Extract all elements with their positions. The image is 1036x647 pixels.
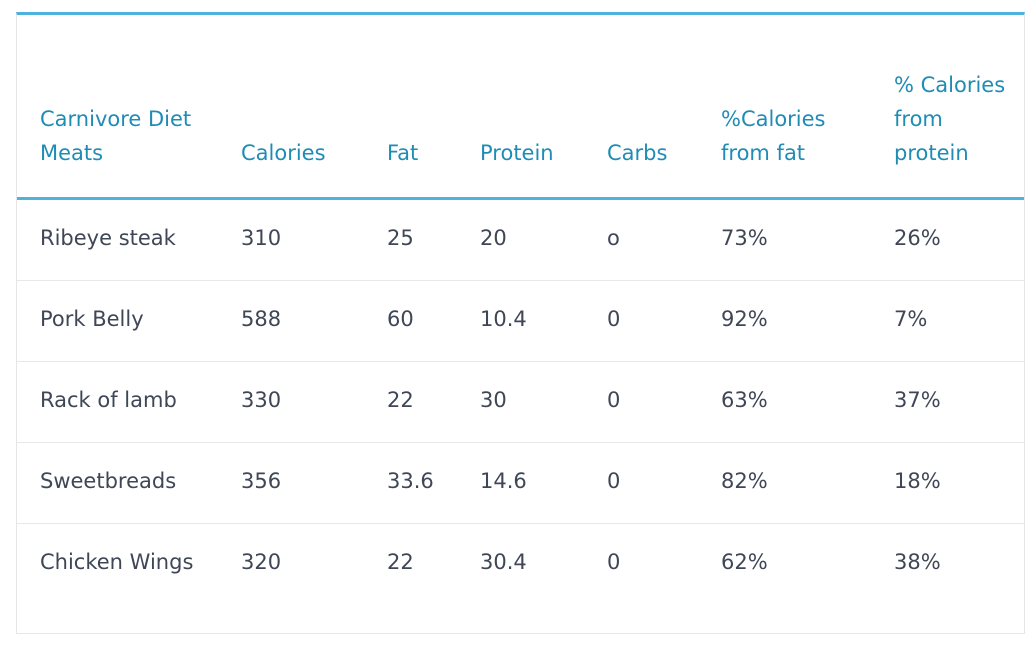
cell-pct-protein: 37% [894,387,941,412]
cell-meat: Sweetbreads [40,468,177,493]
cell-carbs: 0 [607,306,621,331]
header-meat: Carnivore Diet Meats [40,106,192,165]
table-row: Rack of lamb 330 22 30 0 63% 37% [17,361,1024,442]
cell-pct-protein: 7% [894,306,928,331]
cell-pct-protein: 26% [894,225,941,250]
header-protein: Protein [480,140,554,165]
cell-fat: 22 [387,387,414,412]
cell-pct-fat: 63% [721,387,768,412]
carnivore-meats-table: Carnivore Diet Meats Calories Fat Protei… [17,15,1024,637]
cell-protein: 14.6 [480,468,527,493]
table-body: Ribeye steak 310 25 20 o 73% 26% Pork Be… [17,198,1024,637]
header-pct-protein: % Calories from protein [894,72,1006,165]
cell-pct-protein: 18% [894,468,941,493]
cell-fat: 25 [387,225,414,250]
table-row: Sweetbreads 356 33.6 14.6 0 82% 18% [17,442,1024,523]
header-row: Carnivore Diet Meats Calories Fat Protei… [17,15,1024,198]
cell-pct-protein: 38% [894,549,941,574]
cell-calories: 356 [241,468,282,493]
cell-meat: Chicken Wings [40,549,194,574]
header-pct-fat: %Calories from fat [721,106,826,165]
cell-protein: 30.4 [480,549,527,574]
table-header: Carnivore Diet Meats Calories Fat Protei… [17,15,1024,198]
cell-fat: 33.6 [387,468,434,493]
cell-pct-fat: 62% [721,549,768,574]
cell-calories: 310 [241,225,282,250]
table-row: Ribeye steak 310 25 20 o 73% 26% [17,198,1024,280]
table-row: Pork Belly 588 60 10.4 0 92% 7% [17,280,1024,361]
cell-carbs: 0 [607,468,621,493]
cell-calories: 320 [241,549,282,574]
cell-pct-fat: 73% [721,225,768,250]
cell-pct-fat: 92% [721,306,768,331]
cell-pct-fat: 82% [721,468,768,493]
cell-protein: 10.4 [480,306,527,331]
cell-protein: 30 [480,387,507,412]
table-row: Chicken Wings 320 22 30.4 0 62% 38% [17,523,1024,637]
cell-fat: 60 [387,306,414,331]
cell-meat: Ribeye steak [40,225,176,250]
cell-meat: Pork Belly [40,306,144,331]
header-carbs: Carbs [607,140,668,165]
cell-calories: 588 [241,306,282,331]
header-calories: Calories [241,140,326,165]
cell-calories: 330 [241,387,282,412]
cell-fat: 22 [387,549,414,574]
nutrition-table-container: Carnivore Diet Meats Calories Fat Protei… [16,12,1025,634]
cell-carbs: 0 [607,387,621,412]
cell-carbs: 0 [607,549,621,574]
cell-carbs: o [607,225,620,250]
header-fat: Fat [387,140,419,165]
cell-meat: Rack of lamb [40,387,177,412]
cell-protein: 20 [480,225,507,250]
